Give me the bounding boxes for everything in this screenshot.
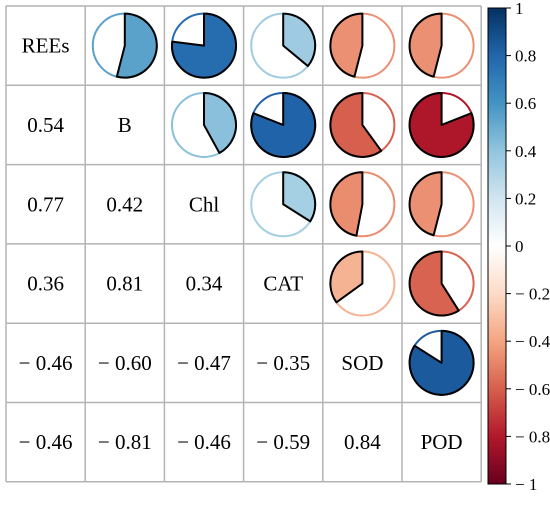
colorbar-tick-label: − 0.4 [515,332,550,351]
correlation-pie-chl-pod [408,171,475,238]
pie-slice [203,91,237,154]
correlation-pie-cat-pod [408,250,475,317]
pie-slice [250,91,317,158]
correlation-pie-rees-sod [329,12,396,79]
colorbar-tick-label: − 0.8 [515,427,550,446]
correlation-pie-rees-pod [408,12,475,79]
matrix-grid [5,5,482,483]
colorbar-tick-label: 0.6 [515,94,536,113]
colorbar-tick-label: 0.8 [515,47,536,66]
upper-triangle-pies [91,12,475,396]
correlation-pie-b-chl [171,91,237,158]
pie-slice [329,171,364,237]
correlation-value-sod-rees: − 0.46 [19,351,73,375]
correlation-pie-chl-sod [329,171,396,238]
correlation-pie-sod-pod [408,329,475,396]
correlation-value-cat-chl: 0.34 [186,272,223,296]
diagonal-label-pod: POD [421,430,463,454]
colorbar-gradient [487,7,507,485]
correlation-value-pod-chl: − 0.46 [177,430,231,454]
colorbar-tick-label: − 1 [515,475,537,494]
lower-triangle-values: 0.54 0.77 0.42 0.36 0.81 0.34 − 0.46 − 0.60 − 0.… [19,113,382,454]
correlation-value-sod-chl: − 0.47 [177,351,231,375]
pie-slice [408,171,443,237]
correlation-value-chl-rees: 0.77 [27,192,64,216]
pie-slice [408,91,475,158]
pie-slice [115,12,158,79]
diagonal-label-rees: REEs [22,34,70,58]
colorbar: 1 0.8 0.6 0.4 0.2 0 − 0.2 − 0.4 − 0.6 − 0.8 − 1 [487,0,550,494]
correlation-pie-b-cat [250,91,317,158]
colorbar-tick-label: 0.4 [515,142,537,161]
correlation-value-chl-b: 0.42 [106,192,143,216]
correlation-value-cat-rees: 0.36 [27,272,64,296]
correlation-pie-b-pod [408,91,475,158]
colorbar-tick-label: 1 [515,0,524,18]
colorbar-tick-label: 0.2 [515,189,536,208]
correlation-pie-chl-cat [250,171,317,238]
pie-slice [329,12,364,78]
correlation-value-pod-b: − 0.81 [98,430,152,454]
correlation-pie-cat-sod [329,250,396,317]
correlation-value-sod-b: − 0.60 [98,351,152,375]
pie-slice [408,250,460,317]
correlation-value-pod-cat: − 0.59 [256,430,310,454]
pie-slice [408,12,443,78]
diagonal-label-cat: CAT [263,272,303,296]
diagonal-label-b: B [118,113,132,137]
pie-slice [282,12,317,68]
correlation-value-b-rees: 0.54 [27,113,64,137]
diagonal-label-sod: SOD [341,351,383,375]
correlation-pie-rees-b [91,12,158,79]
correlation-value-cat-b: 0.81 [106,272,143,296]
correlation-pie-rees-chl [171,12,237,79]
correlation-value-sod-cat: − 0.35 [256,351,310,375]
pie-slice [329,91,383,158]
colorbar-tick-label: − 0.2 [515,285,550,304]
correlation-pie-b-sod [329,91,396,158]
correlation-value-pod-rees: − 0.46 [19,430,73,454]
pie-slice [408,329,475,396]
pie-slice [171,12,237,79]
colorbar-tick-label: − 0.6 [515,380,550,399]
correlation-value-pod-sod: 0.84 [344,430,381,454]
pie-slice [329,250,364,304]
pie-slice [282,171,317,223]
colorbar-tick-label: 0 [515,237,524,256]
correlation-pie-rees-cat [250,12,317,79]
diagonal-labels: REEs B Chl CAT SOD POD [22,34,463,454]
diagonal-label-chl: Chl [189,192,220,216]
